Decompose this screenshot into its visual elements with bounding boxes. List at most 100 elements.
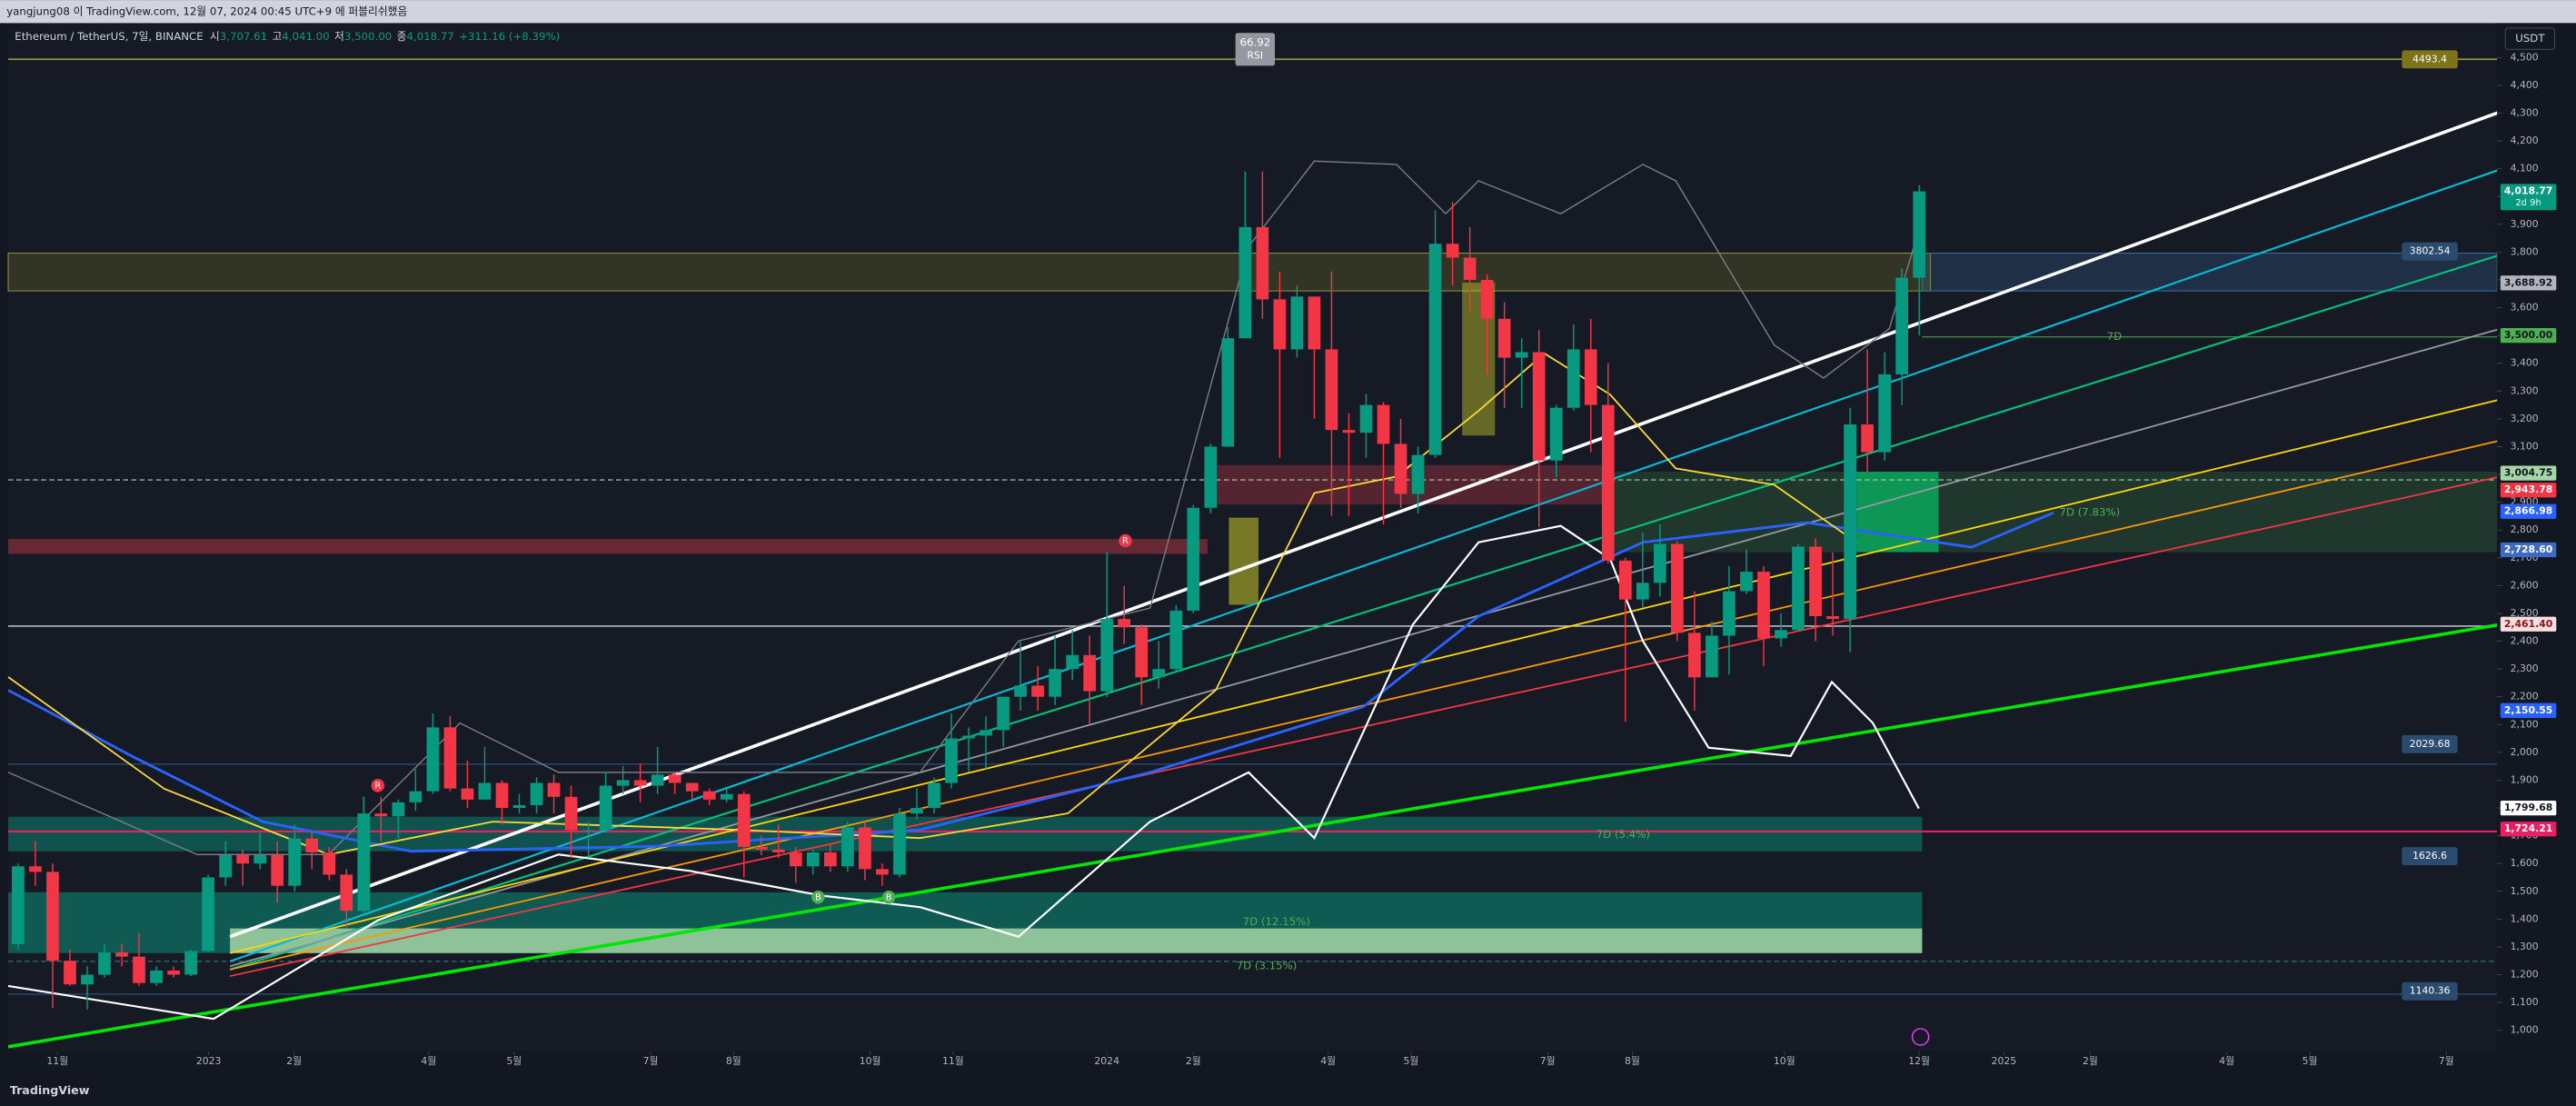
candle-body	[1601, 404, 1615, 561]
price-badge-label: 2,866.98	[2504, 505, 2552, 517]
candle-body	[1566, 349, 1580, 408]
marker-label: B	[886, 892, 892, 902]
candle-body	[1049, 669, 1061, 697]
candle-body	[806, 852, 820, 867]
candles	[12, 171, 1926, 1010]
candle-body	[1706, 635, 1718, 678]
x-tick-label: 7월	[643, 1055, 659, 1067]
candle-body	[29, 866, 42, 872]
price-badge-label: 4,018.77	[2504, 184, 2552, 196]
candle-body	[771, 849, 785, 852]
x-tick-label: 4월	[421, 1055, 436, 1067]
level-badge	[2402, 981, 2458, 1001]
y-tick-label: 1,900	[2511, 773, 2539, 785]
candle-body	[495, 782, 509, 809]
candle-body	[1014, 685, 1027, 697]
candle-body	[754, 846, 768, 850]
candle-body	[1757, 572, 1770, 639]
candle-body	[288, 838, 302, 886]
price-badge	[2500, 275, 2557, 291]
price-badge	[2500, 542, 2557, 558]
candle-body	[1480, 279, 1494, 319]
candle-body	[115, 952, 128, 957]
candle-body	[1861, 424, 1874, 453]
candle-body	[876, 869, 889, 875]
candle-body	[1377, 404, 1390, 444]
zone	[1856, 472, 1939, 553]
candle-body	[1913, 191, 1926, 278]
candle-body	[1118, 619, 1131, 628]
candle-body	[202, 877, 214, 952]
oscillator-line	[7, 524, 1920, 1021]
candle-body	[236, 855, 249, 864]
rsi-value: 66.92	[1240, 36, 1271, 49]
y-tick-label: 1,100	[2511, 996, 2539, 1008]
candle-body	[409, 791, 423, 802]
candle-body	[702, 791, 716, 800]
candle-body	[1066, 654, 1079, 670]
candle-body	[737, 793, 751, 847]
event-icon[interactable]	[1911, 1028, 1930, 1046]
candle-body	[150, 970, 163, 983]
level-badge	[2402, 242, 2458, 261]
candle-body	[323, 852, 336, 875]
candle-body	[1688, 633, 1701, 678]
price-badge	[2500, 503, 2557, 519]
candle-body	[340, 874, 353, 912]
candle-body	[980, 730, 992, 736]
x-tick-label: 10월	[1774, 1055, 1795, 1067]
candle-body	[668, 774, 681, 783]
candle-body	[599, 785, 612, 831]
candle-body	[910, 808, 923, 814]
candle-body	[1273, 299, 1287, 350]
y-tick-label: 4,400	[2511, 79, 2539, 91]
zone	[1228, 517, 1258, 605]
level-badge-label: 4493.4	[2412, 53, 2447, 65]
price-badge-label: 1,799.68	[2504, 802, 2552, 813]
currency-button[interactable]	[2504, 27, 2556, 50]
candle-body	[1187, 507, 1200, 611]
zone	[230, 928, 1923, 953]
candle-body	[1878, 374, 1891, 453]
y-tick-label: 3,900	[2511, 218, 2539, 230]
x-tick-label: 11월	[46, 1055, 68, 1067]
top-bar	[0, 0, 2576, 24]
trendline	[229, 254, 2501, 971]
price-badge	[2500, 483, 2557, 498]
y-tick-label: 3,100	[2511, 440, 2539, 452]
zone	[1207, 464, 1610, 505]
x-tick-label: 2월	[286, 1055, 302, 1067]
y-tick-label: 4,200	[2511, 135, 2539, 146]
candle-body	[64, 961, 76, 985]
candle-body	[1463, 257, 1477, 280]
candle-body	[1809, 546, 1822, 617]
moving-average	[7, 352, 1857, 856]
candle-body	[547, 782, 561, 797]
candle-body	[1308, 296, 1321, 350]
drawings	[7, 58, 2501, 1049]
candle-body	[1636, 583, 1649, 600]
candle-body	[1204, 446, 1218, 508]
y-tick-label: 4,100	[2511, 163, 2539, 174]
y-tick-label: 3,200	[2511, 413, 2539, 424]
y-tick-label: 1,300	[2511, 941, 2539, 952]
candle-body	[81, 974, 94, 985]
candle-body	[1618, 560, 1632, 600]
candle-body	[720, 793, 733, 800]
candle-body	[633, 780, 647, 786]
x-tick-label: 2023	[196, 1055, 222, 1067]
candle-body	[1290, 296, 1304, 350]
x-tick-label: 5월	[2302, 1055, 2318, 1067]
y-tick-label: 4,300	[2511, 106, 2539, 118]
footer-logo: TradingView	[10, 1083, 90, 1097]
candle-body	[685, 782, 699, 792]
candle-body	[1411, 454, 1425, 494]
candle-body	[1325, 349, 1338, 431]
candle-body	[1654, 543, 1666, 583]
rsi-label: RSI	[1248, 50, 1264, 62]
price-badge	[2500, 800, 2557, 816]
candle-body	[1135, 627, 1149, 678]
price-badge	[2500, 465, 2557, 481]
candle-body	[167, 970, 180, 975]
